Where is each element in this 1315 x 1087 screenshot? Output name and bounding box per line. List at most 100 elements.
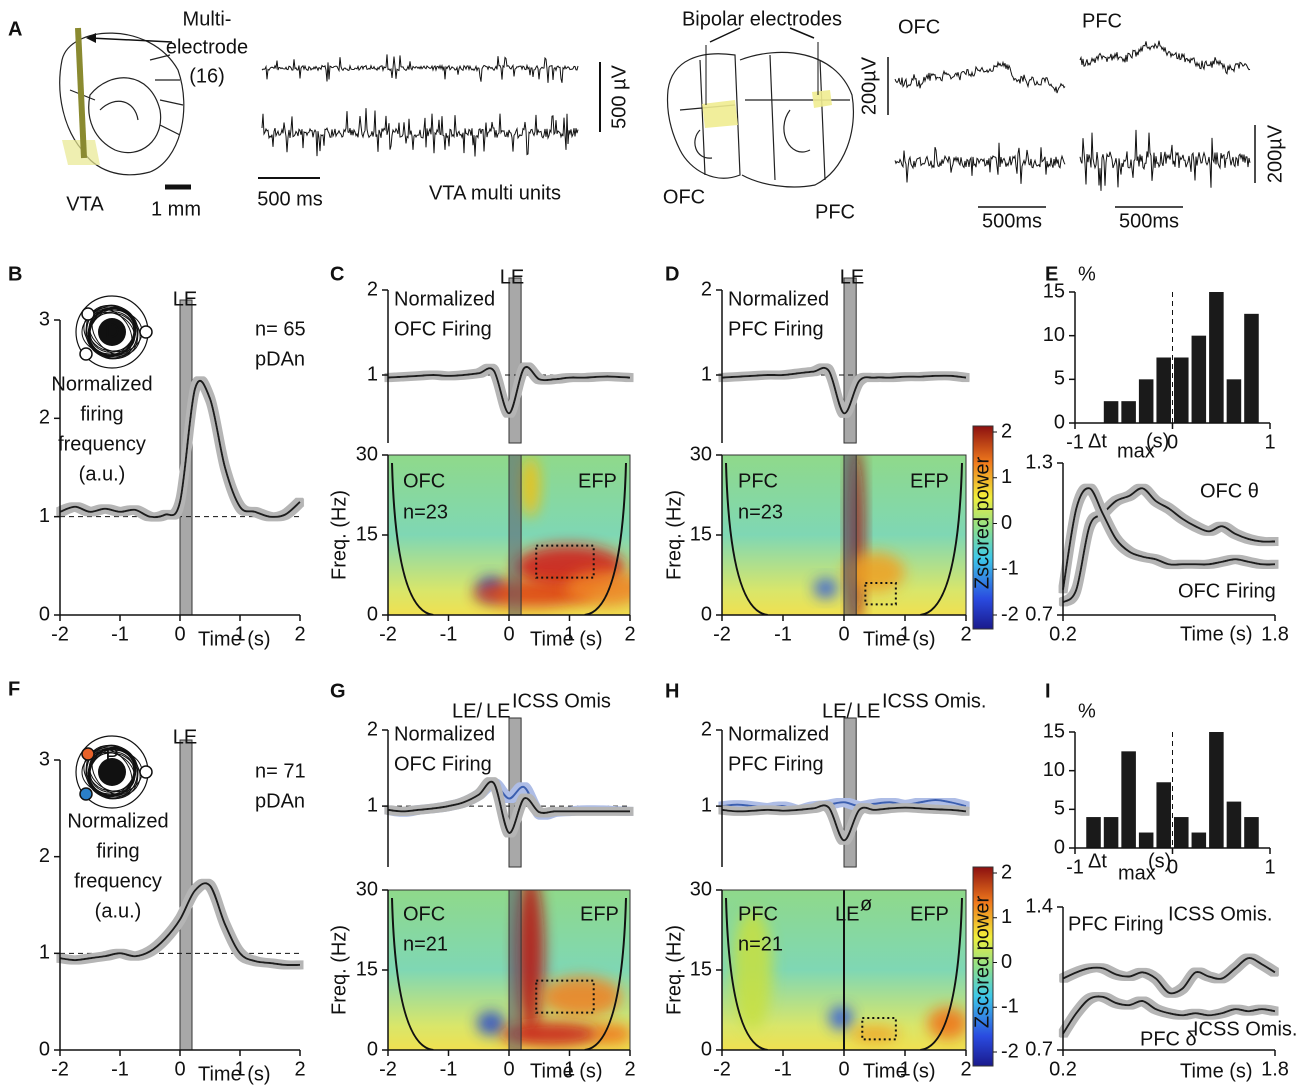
- y-tick-label: 1: [367, 363, 378, 385]
- bar: [1192, 833, 1207, 848]
- x-tick-label: -1: [440, 1058, 458, 1080]
- trace: [262, 54, 578, 82]
- panel-label: D: [665, 263, 679, 285]
- x-tick-label: 1: [1264, 856, 1275, 878]
- y-tick-label: 0: [367, 603, 378, 625]
- trace: [1080, 130, 1250, 191]
- arrow-head: [86, 33, 96, 43]
- x-tick-label: -1: [111, 1058, 129, 1080]
- inset-letter: P: [105, 745, 118, 767]
- event-label: LE: [486, 700, 510, 722]
- chart-line: 0.71.40.21.8PFC FiringICSS Omis.PFC δICS…: [1025, 895, 1297, 1082]
- ylabel: Normalized: [728, 723, 829, 745]
- ylabel: PFC Firing: [728, 753, 824, 775]
- annotation: VTA multi units: [429, 182, 561, 204]
- bar: [1139, 833, 1154, 848]
- annotation: Bipolar electrodes: [682, 8, 842, 30]
- event-band: [180, 740, 192, 1050]
- bar: [1104, 401, 1119, 423]
- x-tick-label: 1.8: [1261, 623, 1289, 645]
- event-label: LE: [840, 266, 864, 288]
- heatmap-blob: [542, 977, 622, 1017]
- inset-node: [82, 308, 94, 320]
- label: Zscored power: [971, 896, 993, 1029]
- x-tick-label: -2: [51, 623, 69, 645]
- bar: [1227, 379, 1242, 423]
- y-tick-label: 1.3: [1025, 451, 1053, 473]
- y-tick-label: 15: [690, 958, 712, 980]
- scale-label: 500ms: [1119, 210, 1179, 232]
- series-name: OFC θ: [1200, 480, 1259, 502]
- event-label: LE/: [452, 700, 482, 722]
- chart-line: 12CLENormalizedOFC Firing: [330, 263, 630, 443]
- x-tick-label: -2: [51, 1058, 69, 1080]
- region: PFC: [738, 903, 778, 925]
- annotation: PFC: [815, 201, 855, 223]
- x-tick-label: 0: [174, 623, 185, 645]
- bar: [1174, 358, 1189, 424]
- x-tick-label: 2: [624, 1058, 635, 1080]
- heatmap-blob: [928, 1007, 968, 1039]
- panel-label: E: [1045, 263, 1058, 285]
- region: OFC: [403, 470, 445, 492]
- heatmap-blob: [520, 457, 540, 517]
- annotation: pDAn: [255, 790, 305, 812]
- series-superscript: ICSS Omis.: [1168, 903, 1272, 925]
- x-tick-label: 0: [503, 623, 514, 645]
- bar: [1244, 314, 1259, 423]
- bar: [1121, 751, 1136, 848]
- scale-label: 500 ms: [257, 188, 323, 210]
- ylabel: Freq. (Hz): [663, 925, 685, 1015]
- xlabel: Time (s): [530, 628, 603, 650]
- y-tick-label: 0: [701, 603, 712, 625]
- annotation: pDAn: [255, 348, 305, 370]
- ylabel: Normalized: [394, 723, 495, 745]
- ylabel: PFC Firing: [728, 318, 824, 340]
- ylabel: %: [1078, 263, 1096, 285]
- bar: [1244, 817, 1259, 848]
- y-tick-label: 30: [690, 443, 712, 465]
- inset-node: [80, 788, 92, 800]
- heatmap-blob: [814, 578, 838, 598]
- x-tick-label: 0.2: [1049, 1058, 1077, 1080]
- y-tick-label: 15: [356, 523, 378, 545]
- y-tick-label: 30: [356, 443, 378, 465]
- y-tick-label: 0: [39, 1038, 50, 1060]
- trace: [895, 143, 1065, 184]
- y-tick-label: 1: [701, 794, 712, 816]
- x-tick-label: -1: [440, 623, 458, 645]
- y-tick-label: 0: [367, 1038, 378, 1060]
- bar: [1227, 802, 1242, 848]
- x-tick-label: 2: [960, 1058, 971, 1080]
- event-label-sup: ICSS Omis: [512, 690, 611, 712]
- colorbar-tick-label: -1: [1001, 558, 1019, 580]
- xlabel: Time (s): [863, 628, 936, 650]
- x-tick-label: 0: [174, 1058, 185, 1080]
- bar: [1121, 401, 1136, 423]
- event-band: [509, 455, 521, 615]
- event-band: [844, 455, 856, 615]
- annotation: Multi-: [183, 8, 232, 30]
- signal: EFP: [910, 903, 949, 925]
- y-tick-label: 10: [1043, 759, 1065, 781]
- event-band: [844, 718, 856, 867]
- n: n=23: [738, 501, 783, 523]
- colorbar-tick-label: -2: [1001, 603, 1019, 625]
- series-name: PFC Firing: [1068, 913, 1164, 935]
- x-tick-label: -2: [713, 623, 731, 645]
- x-tick-label: 1: [1264, 431, 1275, 453]
- event-label: LE: [173, 726, 197, 748]
- trace: [262, 108, 578, 156]
- y-tick-label: 5: [1054, 798, 1065, 820]
- region: OFC: [403, 903, 445, 925]
- ylabel: Freq. (Hz): [328, 490, 350, 580]
- xlabel: Time (s): [1180, 623, 1253, 645]
- y-tick-label: 0: [1054, 411, 1065, 433]
- signal: EFP: [580, 903, 619, 925]
- ylabel: Normalized: [728, 288, 829, 310]
- heatmap-blob: [477, 1011, 505, 1035]
- scale-label: 1 mm: [151, 198, 201, 220]
- event-label: LE: [856, 700, 880, 722]
- signal: EFP: [910, 470, 949, 492]
